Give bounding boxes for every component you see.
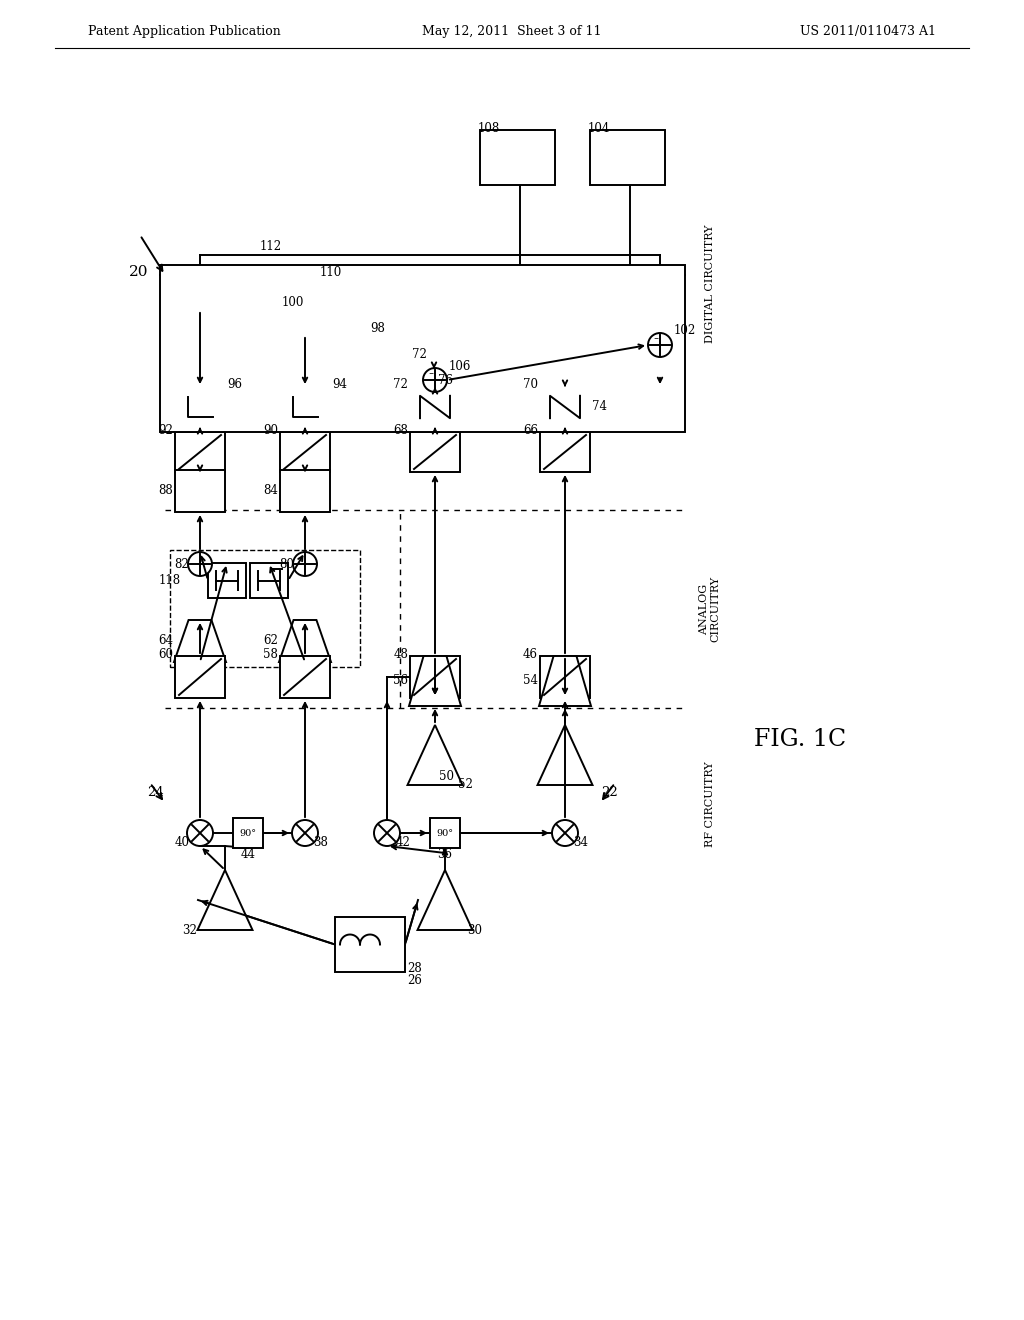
Bar <box>250 564 288 598</box>
Bar <box>280 432 330 473</box>
Text: 90°: 90° <box>240 829 256 837</box>
Polygon shape <box>539 656 591 706</box>
Text: 50: 50 <box>439 771 455 784</box>
Bar <box>410 656 460 698</box>
Text: 40: 40 <box>174 837 189 850</box>
Text: 108: 108 <box>478 121 501 135</box>
Text: 48: 48 <box>393 648 408 660</box>
Text: 92: 92 <box>158 424 173 437</box>
Text: 82: 82 <box>175 557 189 570</box>
Text: 96: 96 <box>227 379 242 392</box>
Text: 20: 20 <box>128 265 148 279</box>
Polygon shape <box>409 656 461 706</box>
Text: 94: 94 <box>332 379 347 392</box>
Circle shape <box>374 820 400 846</box>
Circle shape <box>423 368 447 392</box>
Text: US 2011/0110473 A1: US 2011/0110473 A1 <box>800 25 936 38</box>
Text: 102: 102 <box>674 325 696 338</box>
Text: 66: 66 <box>523 424 538 437</box>
Bar <box>410 432 460 473</box>
Text: 72: 72 <box>393 379 408 392</box>
Text: 84: 84 <box>263 484 278 498</box>
Text: 100: 100 <box>282 297 304 309</box>
Text: 68: 68 <box>393 424 408 437</box>
Circle shape <box>188 552 212 576</box>
Text: 76: 76 <box>438 375 453 388</box>
Text: 56: 56 <box>393 675 409 688</box>
Bar <box>280 470 330 512</box>
Bar <box>590 129 665 185</box>
Bar <box>540 656 590 698</box>
Text: 38: 38 <box>313 837 329 850</box>
Bar <box>280 387 330 426</box>
Circle shape <box>648 333 672 356</box>
Text: 72: 72 <box>412 347 426 360</box>
Bar <box>175 656 225 698</box>
Text: 58: 58 <box>263 648 278 660</box>
Text: -: - <box>428 367 433 381</box>
Bar <box>410 387 460 426</box>
Text: 70: 70 <box>523 379 538 392</box>
Bar <box>280 656 330 698</box>
Text: 44: 44 <box>241 849 256 862</box>
Text: 88: 88 <box>159 484 173 498</box>
Bar <box>208 564 246 598</box>
Bar <box>335 917 406 972</box>
Polygon shape <box>279 620 331 663</box>
Text: DIGITAL CIRCUITRY: DIGITAL CIRCUITRY <box>705 224 715 343</box>
Text: 62: 62 <box>263 635 279 648</box>
Polygon shape <box>408 725 463 785</box>
Text: 104: 104 <box>588 121 610 135</box>
Text: Patent Application Publication: Patent Application Publication <box>88 25 281 38</box>
Polygon shape <box>538 725 593 785</box>
Text: 110: 110 <box>319 267 342 280</box>
Text: 42: 42 <box>395 837 411 850</box>
Text: 32: 32 <box>182 924 198 936</box>
Polygon shape <box>418 870 472 931</box>
Text: 106: 106 <box>449 359 471 372</box>
Text: 60: 60 <box>158 648 173 660</box>
Text: ANALOG
CIRCUITRY: ANALOG CIRCUITRY <box>699 576 721 642</box>
Circle shape <box>293 552 317 576</box>
Text: 80: 80 <box>280 557 295 570</box>
Bar <box>175 432 225 473</box>
Text: FIG. 1C: FIG. 1C <box>754 729 846 751</box>
Bar <box>170 550 360 667</box>
Text: 90°: 90° <box>436 829 454 837</box>
Text: 36: 36 <box>437 849 453 862</box>
Circle shape <box>292 820 318 846</box>
Text: 64: 64 <box>159 635 173 648</box>
Text: 118: 118 <box>159 574 181 587</box>
Bar <box>540 432 590 473</box>
Text: 34: 34 <box>573 837 589 850</box>
Text: 98: 98 <box>370 322 385 334</box>
Circle shape <box>552 820 578 846</box>
Polygon shape <box>174 620 226 663</box>
Text: 46: 46 <box>523 648 538 660</box>
Text: 74: 74 <box>592 400 607 413</box>
Bar <box>160 265 685 432</box>
Bar <box>233 818 263 847</box>
Bar <box>540 387 590 426</box>
Text: 28: 28 <box>407 961 422 974</box>
Text: 90: 90 <box>263 424 278 437</box>
Text: 22: 22 <box>602 787 618 800</box>
Text: 52: 52 <box>458 779 472 792</box>
Text: May 12, 2011  Sheet 3 of 11: May 12, 2011 Sheet 3 of 11 <box>422 25 602 38</box>
Polygon shape <box>198 870 253 931</box>
Text: 54: 54 <box>523 675 539 688</box>
Text: RF CIRCUITRY: RF CIRCUITRY <box>705 762 715 847</box>
Bar <box>480 129 555 185</box>
Text: 30: 30 <box>468 924 482 936</box>
Circle shape <box>187 820 213 846</box>
Text: 24: 24 <box>146 787 164 800</box>
Text: 112: 112 <box>260 240 283 253</box>
Text: 26: 26 <box>407 974 422 986</box>
Bar <box>430 818 460 847</box>
Bar <box>175 470 225 512</box>
Bar <box>175 387 225 426</box>
Text: -: - <box>653 333 658 346</box>
